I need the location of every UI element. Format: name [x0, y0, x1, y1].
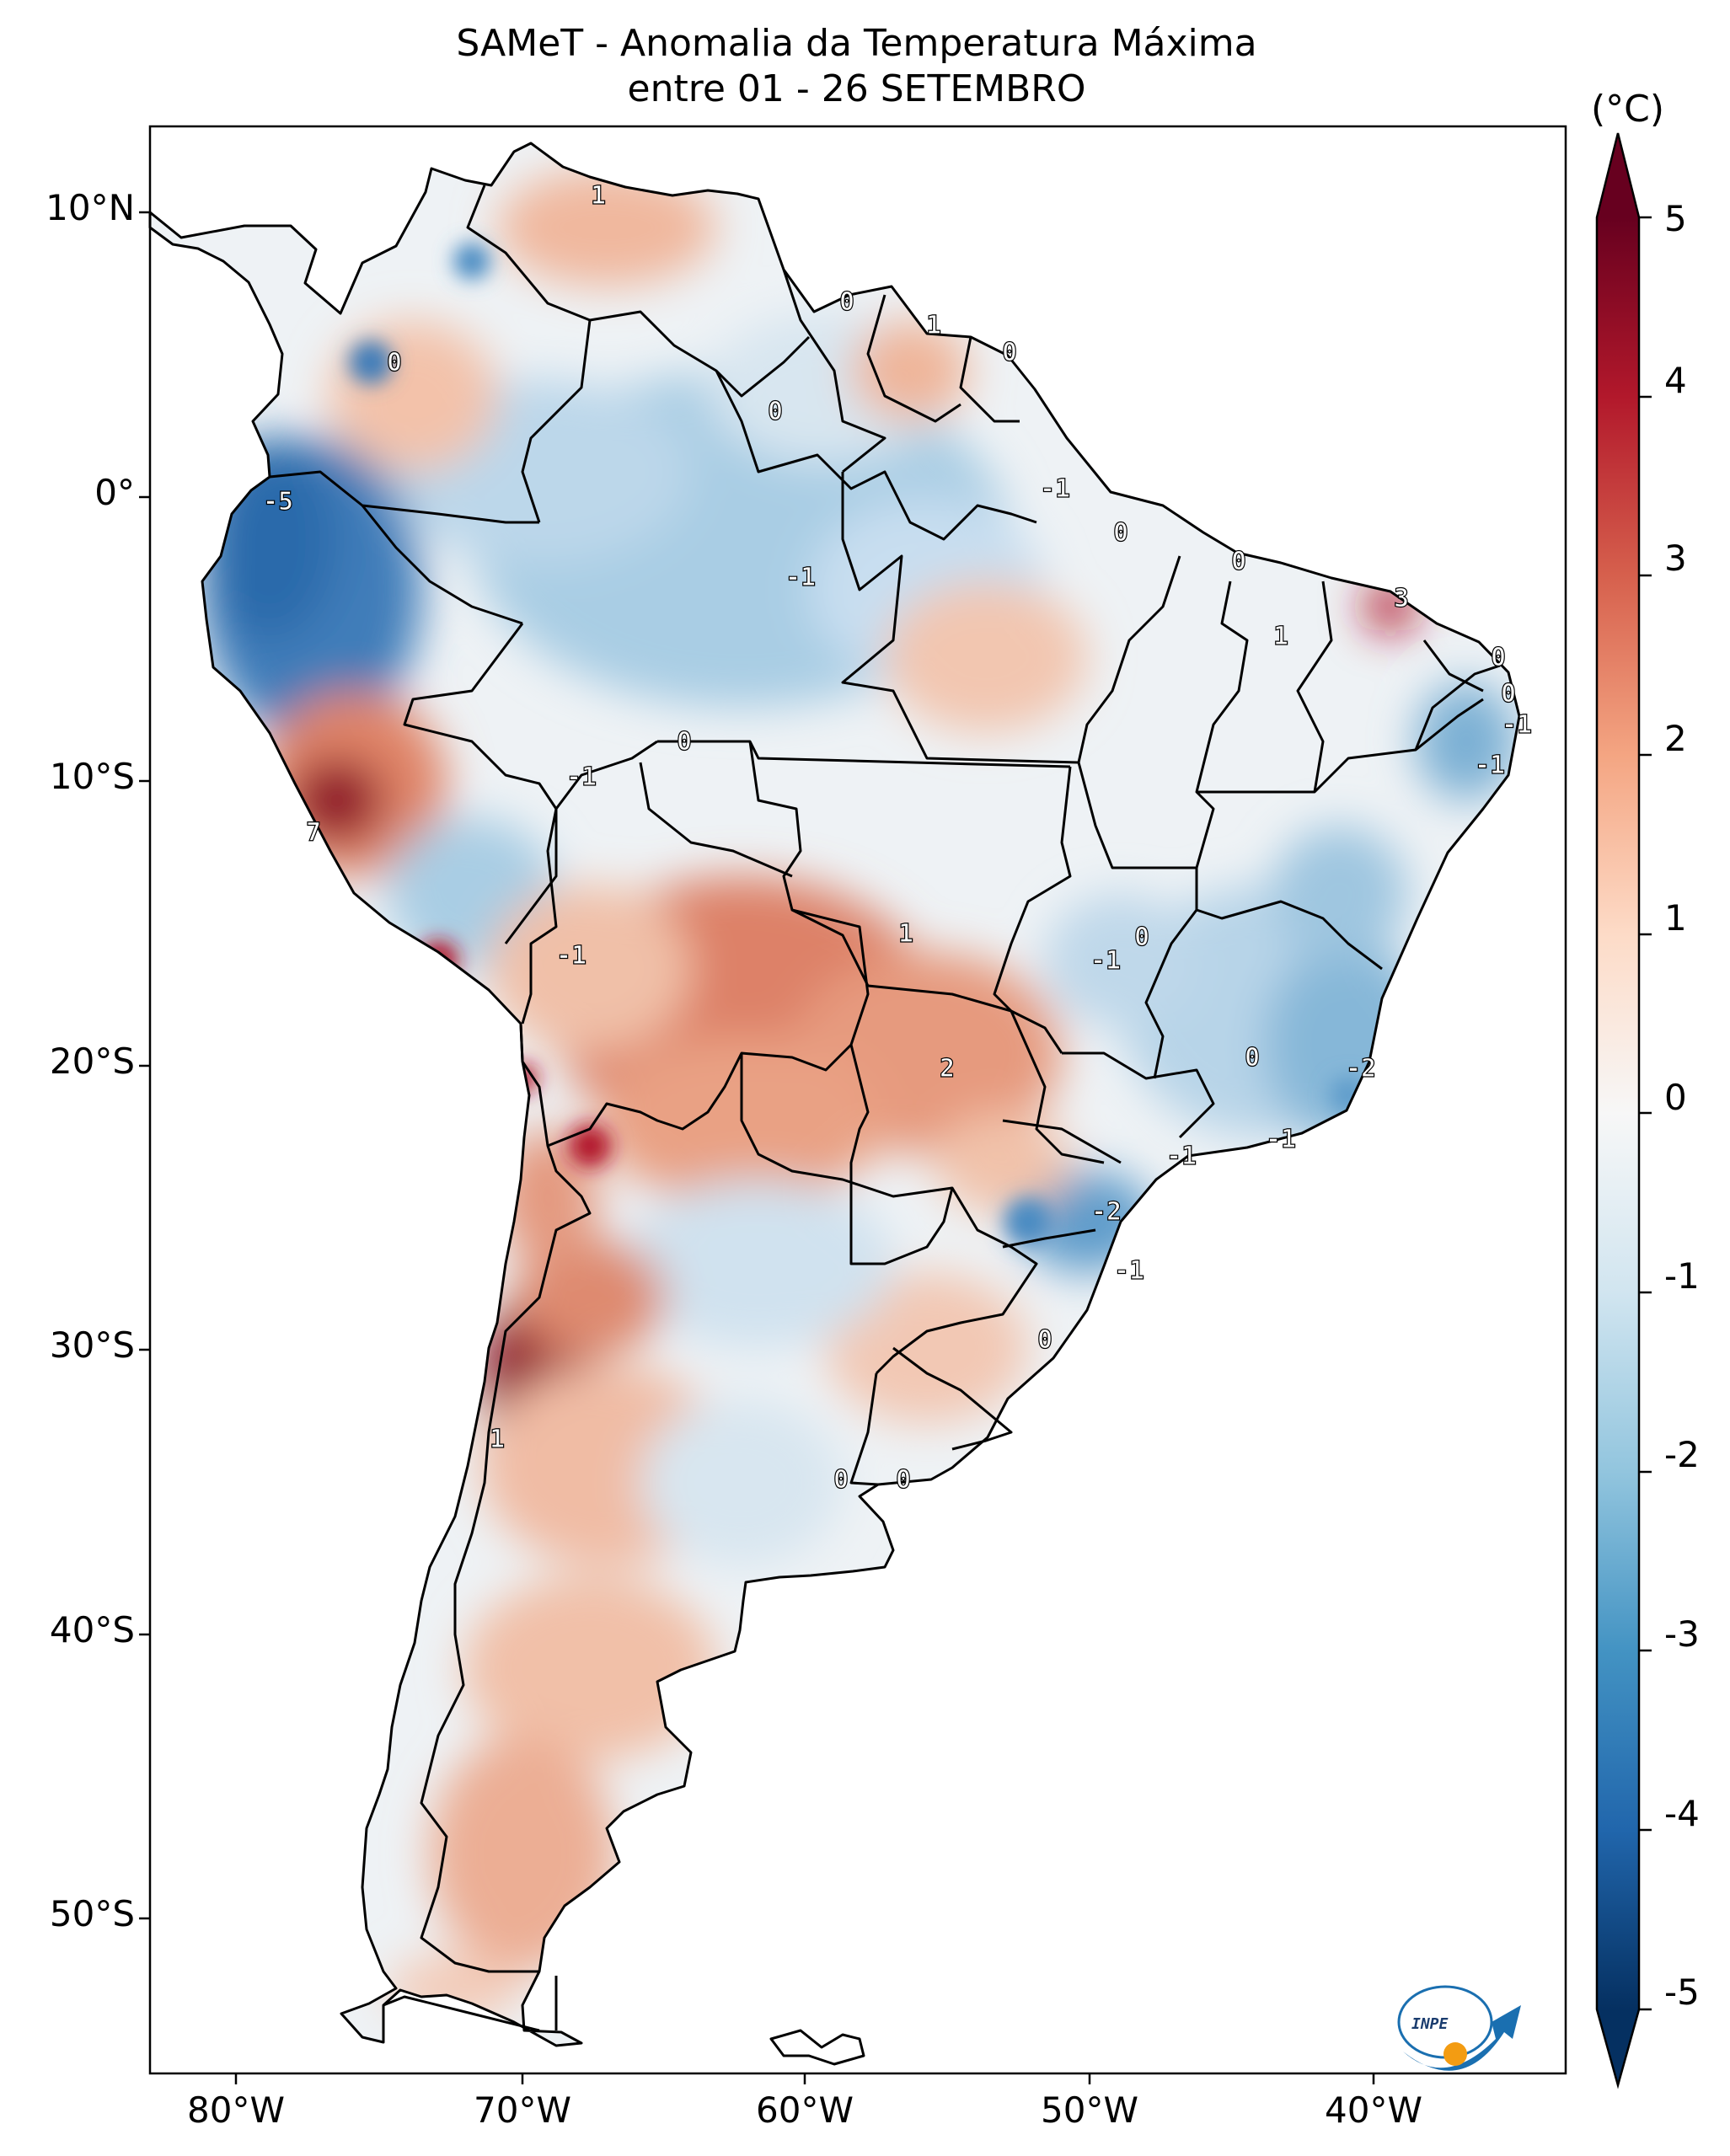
contour-label: 1: [926, 311, 941, 340]
lat-label-0: 0°: [94, 472, 135, 513]
colorbar-tick: 0: [1664, 1077, 1687, 1118]
colorbar-bottom-extend: [1597, 2009, 1639, 2085]
lat-label-40s: 40°S: [49, 1609, 135, 1650]
contour-label: -1: [556, 941, 586, 971]
map-subtitle: entre 01 - 26 SETEMBRO: [627, 67, 1086, 110]
lat-label-50s: 50°S: [49, 1893, 135, 1934]
contour-label: 0: [833, 1465, 849, 1495]
colorbar-tick: 5: [1664, 198, 1687, 239]
colorbar: [1595, 132, 1652, 2089]
contour-label: 2: [940, 1054, 955, 1083]
axis-ticks: [139, 211, 1375, 2084]
contour-label: -1: [785, 563, 816, 592]
contour-label: 0: [387, 348, 402, 377]
contour-label: 0: [677, 727, 692, 757]
colorbar-tick: -2: [1664, 1434, 1700, 1475]
contour-label: 3: [1394, 584, 1409, 613]
contour-label: 0: [1002, 338, 1017, 367]
lat-label-30s: 30°S: [49, 1324, 135, 1366]
lon-label-50w: 50°W: [1041, 2089, 1138, 2131]
contour-label: 0: [839, 287, 854, 317]
colorbar-tick: -3: [1664, 1613, 1700, 1655]
contour-label: -1: [1266, 1125, 1296, 1154]
contour-label: -1: [1166, 1142, 1197, 1171]
contour-label: 0: [1037, 1325, 1052, 1355]
map-title: SAMeT - Anomalia da Temperatura Máxima: [456, 22, 1257, 65]
inpe-logo: INPE: [1397, 1985, 1521, 2071]
contour-label: 0: [1491, 643, 1506, 672]
contour-label: 0: [1134, 923, 1149, 952]
contour-label: 0: [1245, 1043, 1260, 1073]
colorbar-unit: (°C): [1591, 88, 1665, 131]
colorbar-tick: 3: [1664, 538, 1687, 579]
contour-label: 0: [1231, 547, 1246, 576]
contour-label: 0: [1113, 518, 1128, 548]
contour-label: -2: [1346, 1054, 1376, 1083]
colorbar-top-extend: [1597, 133, 1639, 217]
lat-label-10n: 10°N: [46, 187, 135, 228]
lon-label-60w: 60°W: [756, 2089, 854, 2131]
contour-label: -1: [1090, 946, 1121, 976]
lon-label-40w: 40°W: [1325, 2089, 1422, 2131]
lat-label-20s: 20°S: [49, 1041, 135, 1082]
lon-label-70w: 70°W: [474, 2089, 571, 2131]
lon-label-80w: 80°W: [187, 2089, 285, 2131]
contour-label: 1: [1273, 622, 1288, 651]
country-borders: [148, 142, 1521, 2066]
contour-label: 7: [306, 818, 321, 848]
contour-label: 1: [898, 919, 913, 949]
lat-label-10s: 10°S: [49, 756, 135, 797]
colorbar-tick: 1: [1664, 897, 1687, 939]
contour-label: -1: [566, 762, 597, 792]
contour-label: 1: [490, 1425, 505, 1454]
contour-label: -1: [1475, 751, 1505, 780]
colorbar-tick: -4: [1664, 1793, 1700, 1834]
contour-label: -2: [1091, 1197, 1122, 1227]
contour-label: -1: [1040, 474, 1070, 504]
colorbar-tick: 4: [1664, 360, 1687, 401]
colorbar-tick: -1: [1664, 1255, 1700, 1297]
contour-label: -1: [1114, 1256, 1144, 1286]
colorbar-tick: 2: [1664, 718, 1687, 759]
colorbar-gradient: [1597, 217, 1639, 2009]
contour-label: -5: [263, 487, 293, 516]
contour-labels: 1 0 1 0 0 0 -1 -5 -1 0 0 3 1 0 0 -1 -1 0…: [262, 180, 1532, 1495]
contour-label: 0: [896, 1465, 911, 1495]
contour-label: 0: [768, 397, 783, 426]
colorbar-tick: -5: [1664, 1971, 1700, 2013]
contour-label: 0: [1501, 679, 1516, 709]
contour-label: 1: [591, 181, 606, 211]
contour-label: -1: [1502, 710, 1532, 740]
logo-text: INPE: [1411, 2015, 1449, 2033]
